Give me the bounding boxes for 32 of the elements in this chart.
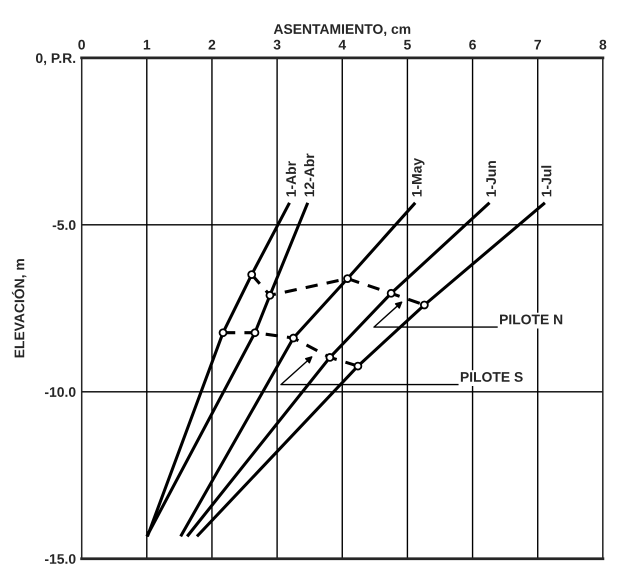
x-tick-label: 5 bbox=[404, 40, 411, 50]
x-tick-label: 1 bbox=[144, 40, 150, 50]
x-tick-label: 7 bbox=[534, 40, 541, 50]
point bbox=[250, 328, 260, 338]
y-tick-label: -5.0 bbox=[52, 220, 76, 230]
x-axis-title: ASENTAMIENTO, cm bbox=[274, 24, 410, 36]
x-tick-label: 4 bbox=[338, 40, 346, 50]
annotation: PILOTE N bbox=[500, 314, 562, 324]
point bbox=[247, 270, 256, 279]
y-tick-label: -15.0 bbox=[44, 554, 76, 564]
point bbox=[218, 328, 228, 338]
point bbox=[266, 290, 274, 300]
point bbox=[386, 288, 396, 298]
y-axis-title: ELEVACIÓN, m bbox=[12, 259, 26, 358]
text: 12-Abr bbox=[304, 153, 314, 196]
x-tick-label: 2 bbox=[208, 40, 216, 50]
annotation: PILOTE S bbox=[460, 372, 523, 382]
x-tick-label: 6 bbox=[469, 40, 476, 50]
x-tick-label: 0 bbox=[78, 40, 85, 50]
y-tick-label: -10.0 bbox=[44, 387, 76, 397]
point bbox=[420, 300, 429, 310]
y-tick-label: 0, P.R. bbox=[36, 53, 76, 66]
text: 1-Jun bbox=[486, 161, 496, 196]
point bbox=[326, 353, 334, 362]
point bbox=[354, 362, 362, 370]
text: 1-Jul bbox=[541, 166, 552, 196]
text: 1-Abr bbox=[286, 161, 296, 196]
x-tick-label: 8 bbox=[599, 40, 606, 50]
x-tick-label: 3 bbox=[274, 40, 280, 50]
point bbox=[343, 274, 352, 283]
point bbox=[289, 334, 298, 342]
text: 1-May bbox=[412, 158, 424, 196]
